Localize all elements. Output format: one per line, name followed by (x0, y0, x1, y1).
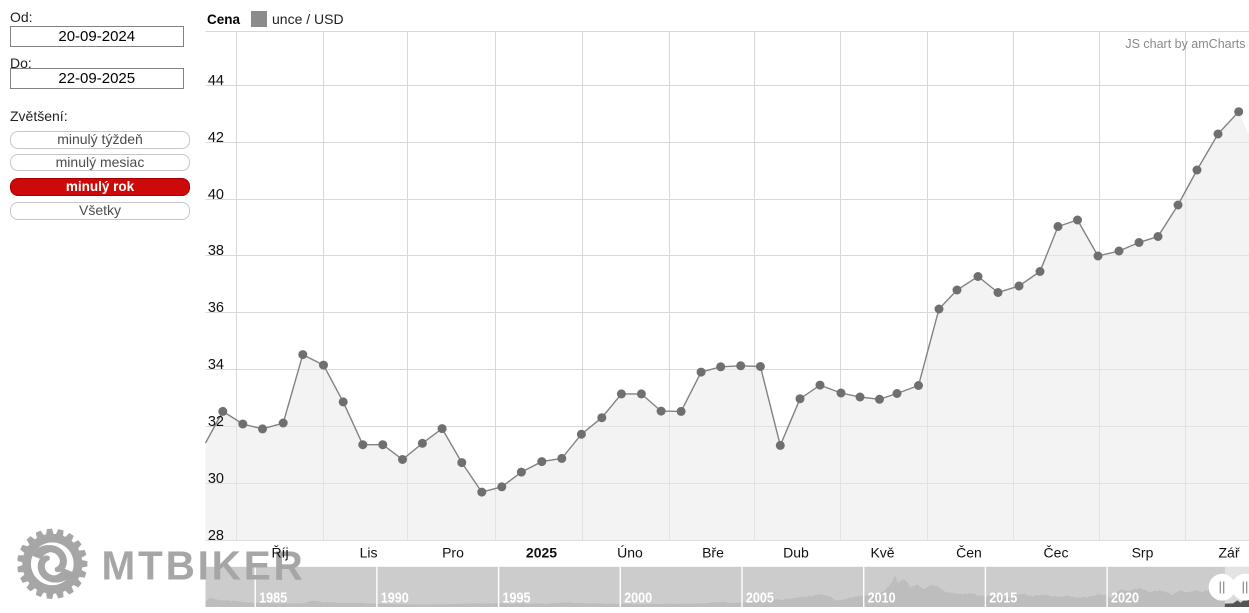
svg-text:JS chart by amCharts: JS chart by amCharts (1125, 37, 1245, 51)
svg-text:Čen: Čen (956, 545, 982, 561)
svg-text:44: 44 (208, 73, 224, 89)
svg-text:Zář: Zář (1219, 545, 1240, 561)
svg-text:34: 34 (208, 357, 224, 373)
svg-text:2020: 2020 (1111, 591, 1139, 607)
svg-text:1990: 1990 (381, 591, 409, 607)
svg-text:2015: 2015 (989, 591, 1017, 607)
svg-text:Cena: Cena (207, 12, 241, 27)
svg-text:Lis: Lis (360, 545, 378, 561)
svg-text:2005: 2005 (746, 591, 774, 607)
svg-text:Říj: Říj (271, 545, 288, 561)
svg-text:Bře: Bře (702, 545, 724, 561)
svg-text:1995: 1995 (503, 591, 531, 607)
svg-text:1985: 1985 (259, 591, 287, 607)
svg-text:Kvě: Kvě (870, 545, 894, 561)
svg-text:2010: 2010 (868, 591, 896, 607)
svg-text:Čec: Čec (1044, 545, 1069, 561)
svg-text:40: 40 (208, 187, 224, 203)
svg-text:30: 30 (208, 471, 224, 487)
svg-text:32: 32 (208, 414, 224, 430)
svg-text:28: 28 (208, 528, 224, 544)
svg-text:unce / USD: unce / USD (272, 11, 344, 27)
svg-text:2025: 2025 (526, 545, 557, 561)
svg-text:2000: 2000 (624, 591, 652, 607)
svg-text:38: 38 (208, 243, 224, 259)
svg-text:36: 36 (208, 300, 224, 316)
svg-text:Dub: Dub (783, 545, 809, 561)
svg-text:Pro: Pro (442, 545, 464, 561)
svg-text:42: 42 (208, 130, 224, 146)
svg-text:Úno: Úno (617, 545, 643, 561)
svg-text:Srp: Srp (1132, 545, 1154, 561)
svg-text:MTBIKER: MTBIKER (102, 542, 306, 588)
